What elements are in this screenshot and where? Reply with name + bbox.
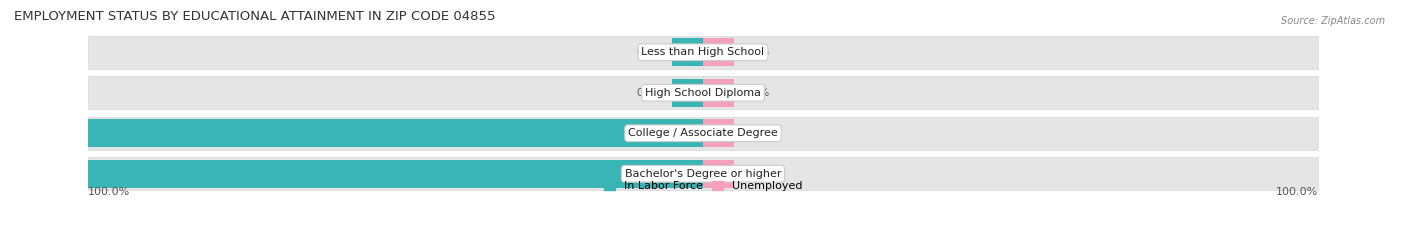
Bar (87, 160, 703, 188)
Bar (87, 36, 703, 69)
Bar (87, 117, 703, 150)
Bar (87, 76, 703, 109)
Text: College / Associate Degree: College / Associate Degree (628, 128, 778, 138)
Bar (87, 157, 703, 190)
Text: 0.0%: 0.0% (742, 169, 769, 179)
Bar (703, 157, 1319, 190)
Bar (703, 36, 1319, 69)
Bar (672, 79, 703, 106)
Legend: In Labor Force, Unemployed: In Labor Force, Unemployed (599, 177, 807, 196)
Bar (703, 79, 734, 106)
Text: 0.0%: 0.0% (742, 47, 769, 57)
Text: EMPLOYMENT STATUS BY EDUCATIONAL ATTAINMENT IN ZIP CODE 04855: EMPLOYMENT STATUS BY EDUCATIONAL ATTAINM… (14, 10, 495, 23)
Text: 0.0%: 0.0% (742, 128, 769, 138)
Bar (703, 76, 1319, 109)
Text: Less than High School: Less than High School (641, 47, 765, 57)
Bar (703, 38, 734, 66)
Bar (703, 120, 734, 147)
Text: High School Diploma: High School Diploma (645, 88, 761, 98)
Bar (87, 120, 703, 147)
Bar (672, 38, 703, 66)
Text: 100.0%: 100.0% (1275, 187, 1319, 197)
Text: 0.0%: 0.0% (742, 88, 769, 98)
Text: 100.0%: 100.0% (35, 128, 79, 138)
Text: Source: ZipAtlas.com: Source: ZipAtlas.com (1281, 16, 1385, 26)
Bar (703, 160, 734, 188)
Text: Bachelor's Degree or higher: Bachelor's Degree or higher (624, 169, 782, 179)
Text: 0.0%: 0.0% (637, 88, 664, 98)
Text: 100.0%: 100.0% (35, 169, 79, 179)
Bar (703, 117, 1319, 150)
Text: 100.0%: 100.0% (87, 187, 131, 197)
Text: 0.0%: 0.0% (637, 47, 664, 57)
